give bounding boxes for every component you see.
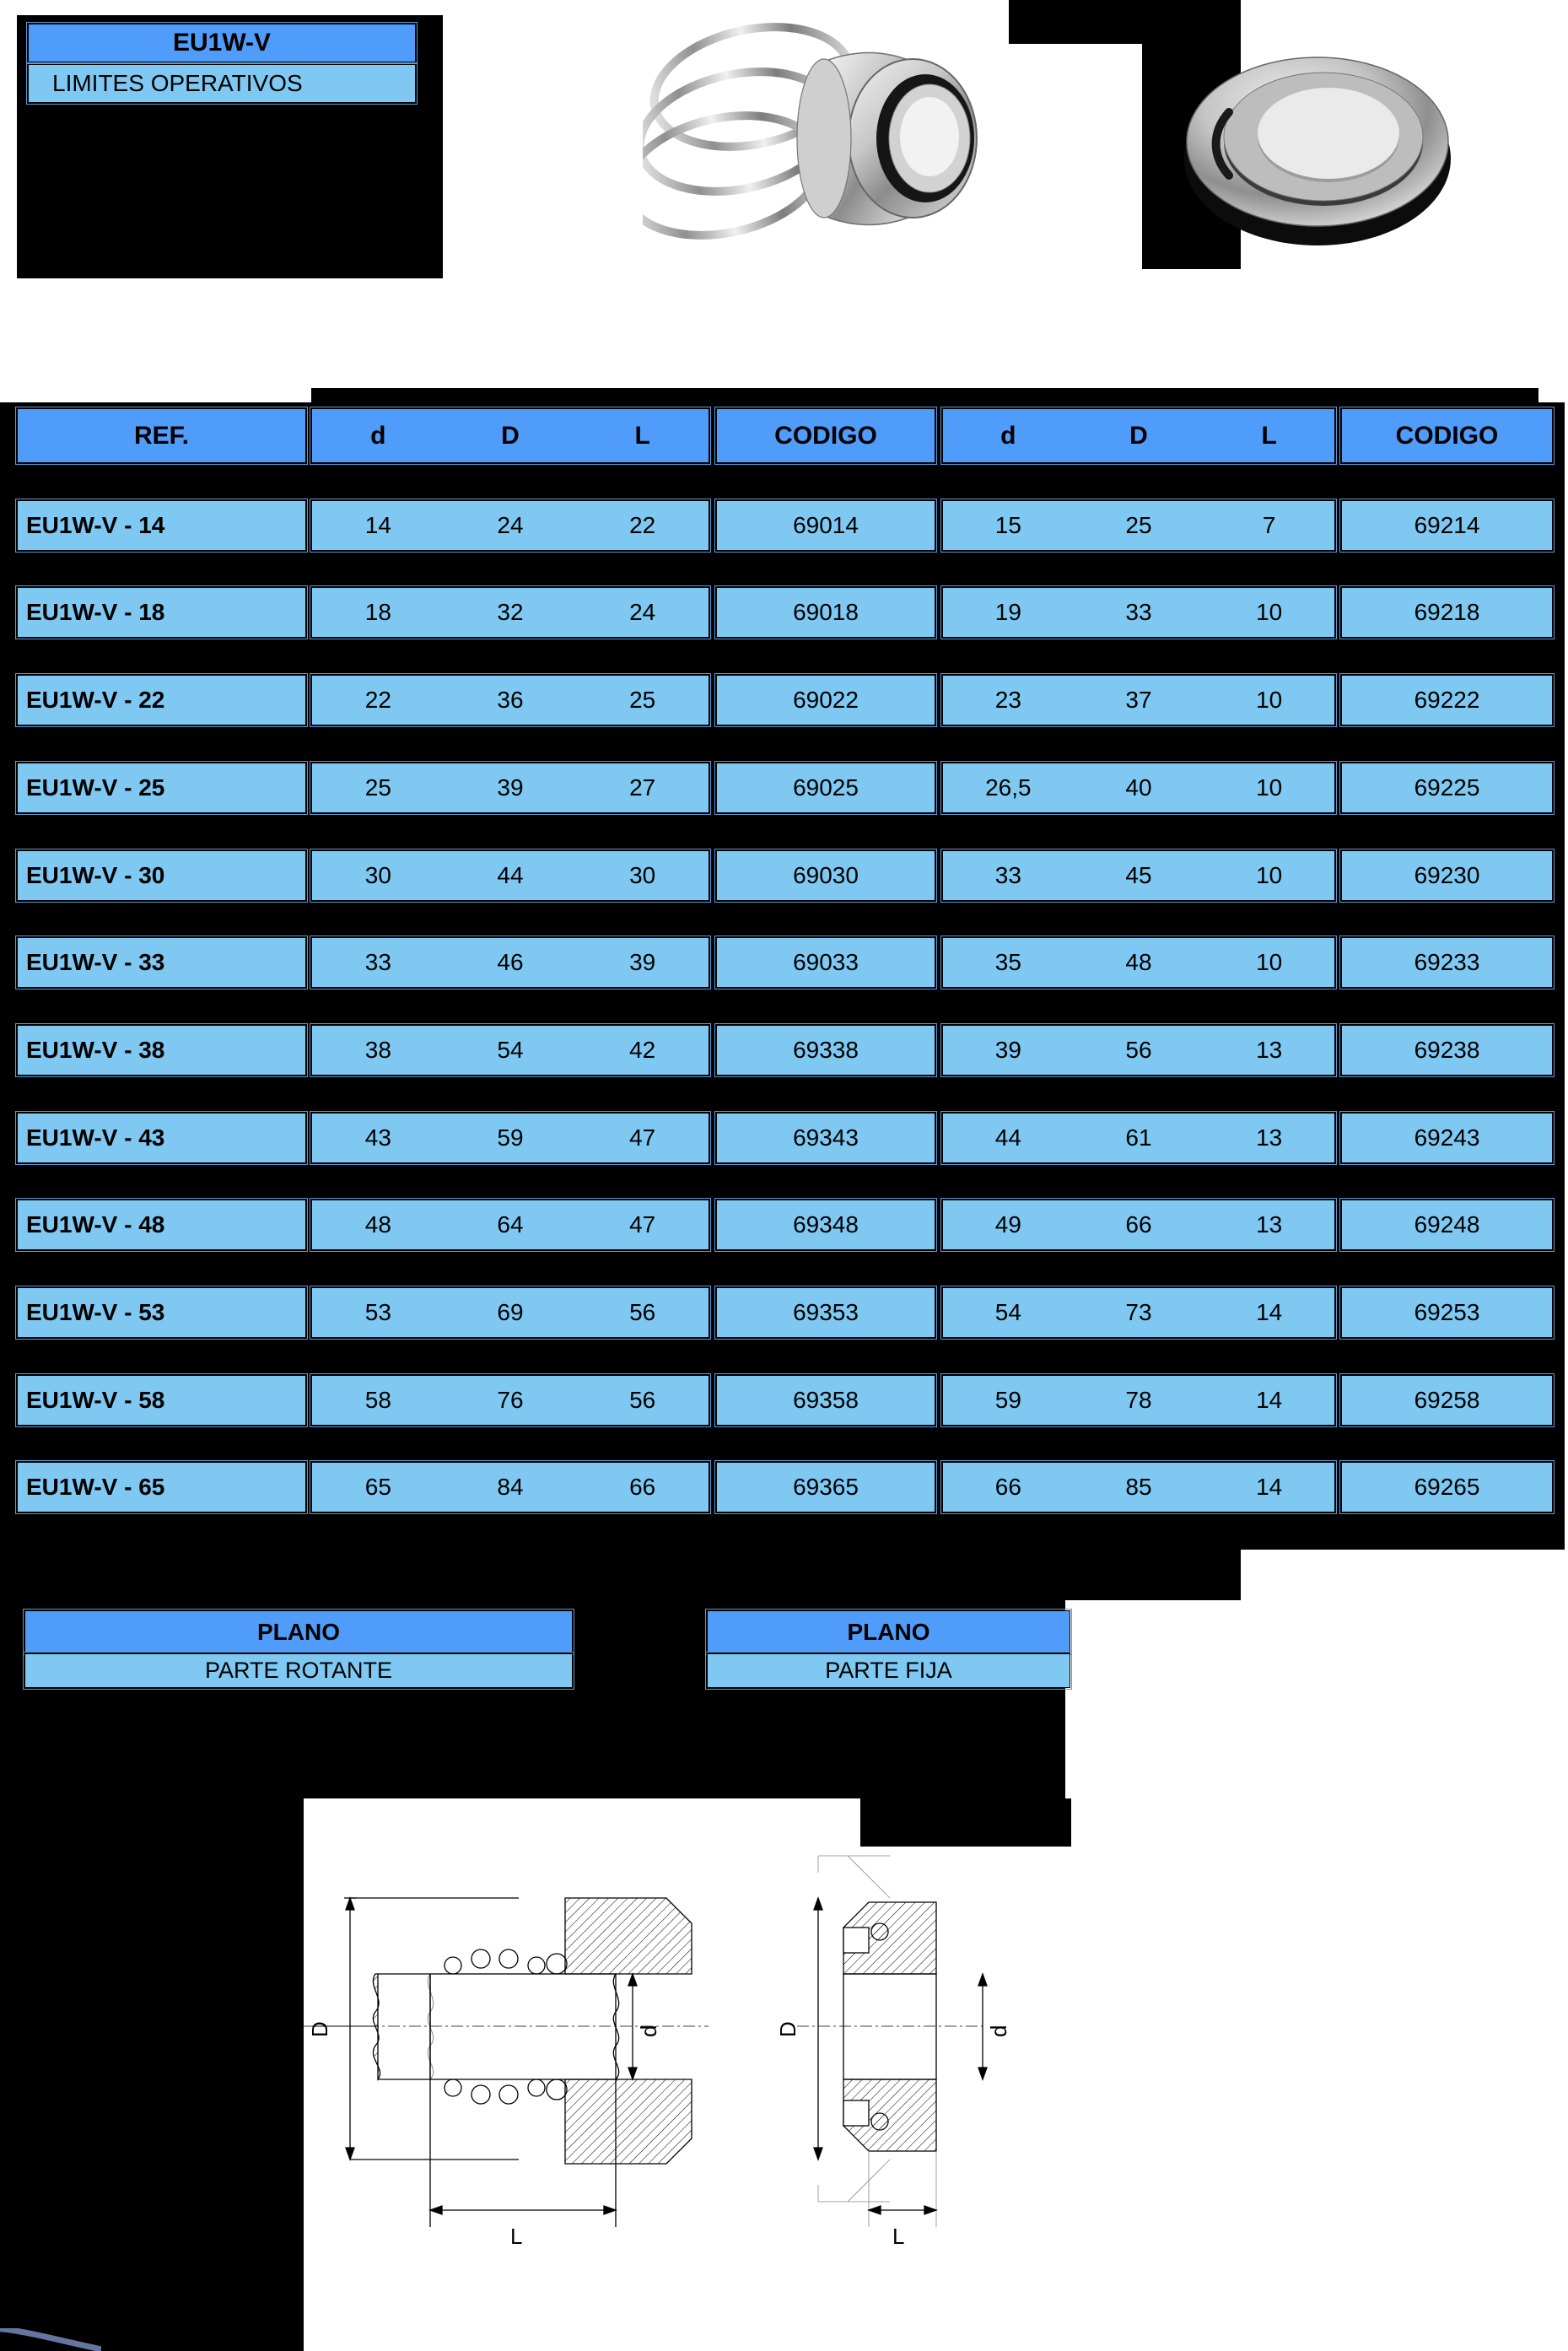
- svg-text:L: L: [510, 2224, 522, 2249]
- svg-text:D: D: [307, 2021, 332, 2037]
- svg-text:L: L: [892, 2224, 904, 2249]
- svg-text:D: D: [775, 2021, 800, 2037]
- svg-text:d: d: [636, 2025, 661, 2037]
- svg-text:d: d: [986, 2025, 1011, 2037]
